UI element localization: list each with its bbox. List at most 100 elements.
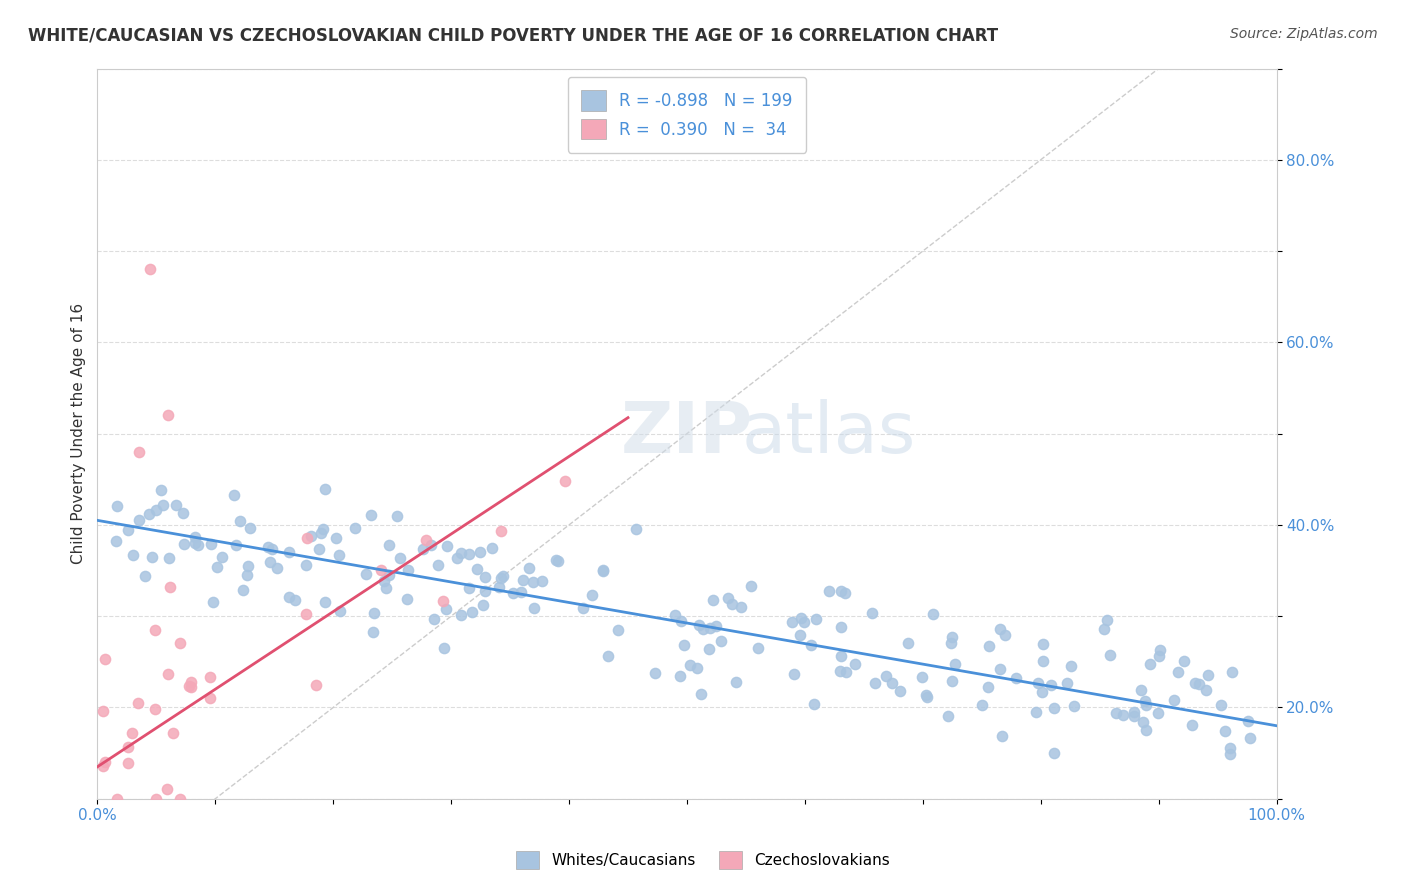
Point [1188,677,1211,691]
Point [592,563,614,577]
Point [105,500,128,514]
Point [1123,706,1146,720]
Point [512,573,534,587]
Point [145,503,167,517]
Point [360,508,382,522]
Point [747,640,769,655]
Point [690,688,713,702]
Point [420,538,443,552]
Point [1112,707,1135,722]
Point [834,586,856,600]
Point [1032,637,1054,651]
Point [370,563,392,577]
Point [325,531,347,545]
Point [793,615,815,629]
Point [183,530,205,544]
Point [939,636,962,650]
Point [157,666,180,681]
Point [547,554,569,568]
Point [994,628,1017,642]
Point [134,568,156,582]
Point [389,550,412,565]
Point [592,564,614,578]
Point [522,574,544,589]
Point [502,586,524,600]
Point [830,583,852,598]
Point [1147,706,1170,720]
Point [1060,659,1083,673]
Point [222,488,245,502]
Point [481,541,503,556]
Point [830,620,852,634]
Point [257,541,280,555]
Point [491,524,513,539]
Point [309,526,332,541]
Point [457,581,479,595]
Point [143,702,166,716]
Point [236,568,259,582]
Point [492,569,515,583]
Point [121,726,143,740]
Point [139,262,162,277]
Point [305,678,328,692]
Point [436,539,458,553]
Point [1149,642,1171,657]
Point [450,607,472,622]
Point [91,704,114,718]
Point [581,588,603,602]
Point [730,599,752,614]
Point [117,756,139,771]
Point [941,630,963,644]
Point [1237,714,1260,728]
Point [790,610,813,624]
Point [1132,715,1154,730]
Point [897,636,920,650]
Point [143,623,166,637]
Point [510,584,533,599]
Point [159,580,181,594]
Point [1129,682,1152,697]
Point [104,534,127,549]
Point [162,726,184,740]
Point [308,542,330,557]
Point [889,684,911,698]
Point [1063,698,1085,713]
Point [704,618,727,632]
Point [229,515,252,529]
Point [598,648,620,663]
Point [205,560,228,574]
Point [1135,723,1157,738]
Point [668,668,690,682]
Point [180,675,202,690]
Point [180,680,202,694]
Point [232,583,254,598]
Point [806,612,828,626]
Point [415,533,437,547]
Point [314,595,336,609]
Point [882,675,904,690]
Point [314,482,336,496]
Point [1184,676,1206,690]
Point [789,628,811,642]
Point [977,681,1000,695]
Point [141,549,163,564]
Point [396,564,419,578]
Point [145,791,167,805]
Y-axis label: Child Poverty Under the Age of 16: Child Poverty Under the Age of 16 [72,303,86,565]
Point [1139,657,1161,671]
Point [1005,672,1028,686]
Point [1147,648,1170,663]
Point [1056,675,1078,690]
Point [266,561,288,575]
Point [489,571,512,585]
Point [187,538,209,552]
Point [1133,694,1156,708]
Point [606,623,628,637]
Point [172,506,194,520]
Point [165,498,187,512]
Point [173,537,195,551]
Point [860,607,883,621]
Point [644,666,666,681]
Point [1173,654,1195,668]
Point [117,739,139,754]
